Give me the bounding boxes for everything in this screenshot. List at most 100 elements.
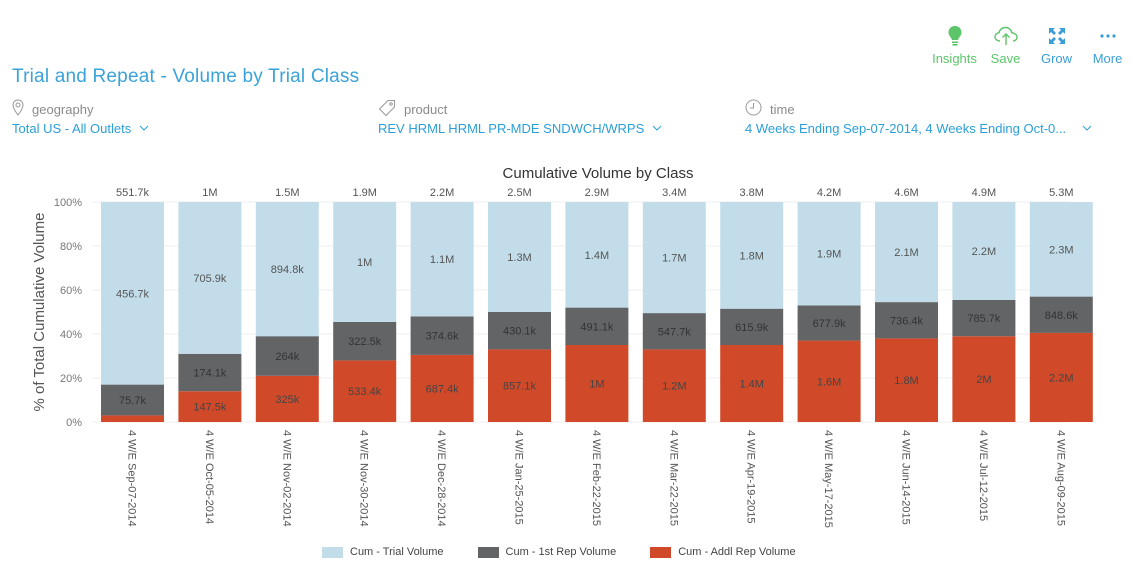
bar-segment[interactable]	[642, 349, 706, 422]
bar-group[interactable]: 147.5k 174.1k 705.9k	[178, 202, 242, 422]
segment-value-label: 677.9k	[813, 318, 847, 330]
bar-segment[interactable]	[565, 202, 629, 308]
bar-segment[interactable]	[255, 375, 319, 422]
chart-legend: Cum - Trial Volume Cum - 1st Rep Volume …	[322, 546, 796, 558]
bar-segment[interactable]	[875, 302, 938, 339]
insights-button[interactable]: Insights	[929, 24, 980, 66]
segment-value-label: 147.5k	[193, 402, 227, 414]
legend-item-addl-rep[interactable]: Cum - Addl Rep Volume	[650, 546, 796, 558]
segment-value-label: 2M	[976, 374, 991, 386]
bar-segment[interactable]	[875, 338, 938, 422]
bar-group[interactable]: 325k 264k 894.8k	[255, 202, 319, 422]
bar-segment[interactable]	[101, 202, 164, 385]
time-value: 4 Weeks Ending Sep-07-2014, 4 Weeks Endi…	[745, 121, 1067, 136]
bar-segment[interactable]	[255, 336, 319, 376]
legend-item-trial[interactable]: Cum - Trial Volume	[322, 546, 444, 558]
bar-group[interactable]: 857.1k 430.1k 1.3M	[488, 202, 551, 422]
bar-group[interactable]: 687.4k 374.6k 1.1M	[410, 202, 474, 422]
segment-value-label: 736.4k	[890, 315, 924, 327]
bar-segment[interactable]	[333, 202, 397, 322]
bar-group[interactable]: 1M 491.1k 1.4M	[565, 202, 629, 422]
bar-group[interactable]: 1.8M 736.4k 2.1M	[875, 202, 938, 422]
bar-segment[interactable]	[1029, 332, 1093, 422]
bar-segment[interactable]	[720, 345, 784, 422]
bar-segment[interactable]	[875, 202, 938, 303]
legend-item-first-rep[interactable]: Cum - 1st Rep Volume	[477, 546, 616, 558]
bar-group[interactable]: 2.2M 848.6k 2.3M	[1029, 202, 1093, 422]
bar-segment[interactable]	[255, 202, 319, 337]
y-tick-label: 0%	[66, 417, 82, 429]
bar-segment[interactable]	[642, 313, 706, 350]
bar-segment[interactable]	[488, 349, 551, 422]
chevron-down-icon	[652, 123, 662, 134]
y-tick-label: 20%	[60, 373, 82, 385]
bar-segment[interactable]	[178, 202, 242, 354]
bar-segment[interactable]	[952, 336, 1016, 422]
geography-filter: geography Total US - All Outlets	[12, 99, 149, 136]
bar-group[interactable]: 1.6M 677.9k 1.9M	[797, 202, 861, 422]
stacked-bar-chart: Cumulative Volume by Class % of Total Cu…	[31, 165, 1093, 528]
segment-value-label: 1.6M	[817, 376, 841, 388]
bar-total-label: 3.4M	[662, 187, 686, 199]
bar-segment[interactable]	[720, 308, 784, 345]
segment-value-label: 785.7k	[967, 313, 1001, 325]
save-button[interactable]: Save	[980, 24, 1031, 66]
bar-group[interactable]: 1.2M 547.7k 1.7M	[642, 202, 706, 422]
bar-segment[interactable]	[642, 202, 706, 314]
bar-group[interactable]: 75.7k 456.7k	[101, 202, 164, 422]
segment-value-label: 687.4k	[426, 383, 460, 395]
segment-value-label: 174.1k	[193, 368, 227, 380]
bar-segment[interactable]	[178, 353, 242, 392]
bar-segment[interactable]	[952, 299, 1016, 337]
x-tick-label: 4 W/E Nov-30-2014	[358, 430, 370, 527]
bar-segment[interactable]	[488, 202, 551, 312]
bar-segment[interactable]	[797, 340, 861, 422]
segment-value-label: 894.8k	[271, 264, 305, 276]
bar-segment[interactable]	[1029, 202, 1093, 297]
bar-group[interactable]: 533.4k 322.5k 1M	[333, 202, 397, 422]
bar-segment[interactable]	[1029, 296, 1093, 333]
bar-segment[interactable]	[101, 415, 164, 422]
bar-segment[interactable]	[565, 345, 629, 422]
bar-segment[interactable]	[178, 391, 242, 422]
more-button[interactable]: More	[1082, 24, 1133, 66]
bar-segment[interactable]	[333, 360, 397, 422]
bar-segment[interactable]	[333, 321, 397, 361]
bar-group[interactable]: 2M 785.7k 2.2M	[952, 202, 1016, 422]
segment-value-label: 1.8M	[894, 375, 918, 387]
segment-value-label: 1.9M	[817, 249, 841, 261]
bar-total-label: 4.9M	[972, 187, 996, 199]
bar-segment[interactable]	[797, 305, 861, 341]
clock-icon	[745, 99, 762, 119]
segment-value-label: 374.6k	[426, 331, 460, 343]
bar-segment[interactable]	[797, 202, 861, 306]
y-tick-label: 80%	[60, 241, 82, 253]
bar-segment[interactable]	[101, 384, 164, 416]
bar-segment[interactable]	[488, 312, 551, 350]
legend-swatch-first-rep	[477, 546, 499, 558]
chevron-down-icon	[1082, 123, 1092, 134]
time-dropdown[interactable]: 4 Weeks Ending Sep-07-2014, 4 Weeks Endi…	[745, 121, 1092, 136]
bar-total-label: 4.2M	[817, 187, 841, 199]
bar-segment[interactable]	[410, 354, 474, 422]
segment-value-label: 1.2M	[662, 381, 686, 393]
save-label: Save	[990, 51, 1021, 66]
bar-segment[interactable]	[410, 202, 474, 317]
grow-label: Grow	[1040, 51, 1073, 66]
bar-segment[interactable]	[565, 307, 629, 345]
bar-segment[interactable]	[410, 316, 474, 355]
bar-segment[interactable]	[720, 202, 784, 309]
grow-button[interactable]: Grow	[1031, 24, 1082, 66]
lightbulb-icon	[947, 24, 963, 48]
segment-value-label: 1.8M	[739, 250, 763, 262]
geography-dropdown[interactable]: Total US - All Outlets	[12, 121, 149, 136]
segment-value-label: 1.4M	[585, 250, 609, 262]
product-value: REV HRML HRML PR-MDE SNDWCH/WRPS	[378, 121, 645, 136]
segment-value-label: 2.2M	[1049, 372, 1073, 384]
segment-value-label: 1M	[589, 379, 604, 391]
segment-value-label: 1.1M	[430, 254, 454, 266]
segment-value-label: 547.7k	[658, 326, 692, 338]
product-dropdown[interactable]: REV HRML HRML PR-MDE SNDWCH/WRPS	[378, 121, 662, 136]
bar-segment[interactable]	[952, 202, 1016, 300]
bar-group[interactable]: 1.4M 615.9k 1.8M	[720, 202, 784, 422]
